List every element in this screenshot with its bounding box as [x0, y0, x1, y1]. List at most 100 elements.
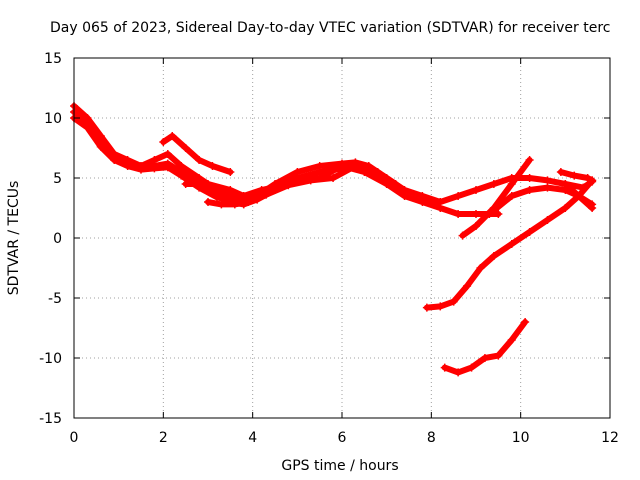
data-point	[436, 302, 445, 311]
y-axis-label: SDTVAR / TECUs	[6, 181, 22, 296]
data-point	[463, 282, 472, 290]
data-point	[418, 198, 427, 206]
data-point	[556, 168, 565, 176]
chart-title: Day 065 of 2023, Sidereal Day-to-day VTE…	[50, 20, 610, 36]
data-point	[525, 174, 534, 182]
data-point	[239, 192, 248, 200]
data-point	[137, 165, 145, 174]
y-tick-label: 15	[44, 51, 62, 67]
data-point	[440, 363, 449, 372]
data-point	[561, 180, 570, 188]
data-point	[226, 168, 235, 176]
y-tick-label: 10	[44, 111, 62, 127]
data-point	[472, 210, 480, 218]
data-point	[244, 198, 253, 206]
x-tick-label: 4	[248, 430, 257, 446]
data-point	[454, 368, 463, 377]
data-point	[195, 156, 204, 164]
data-point	[212, 193, 221, 202]
data-point	[480, 354, 489, 362]
data-point	[507, 180, 516, 188]
data-point	[400, 192, 409, 200]
data-point	[168, 132, 177, 140]
data-point	[561, 204, 570, 212]
y-tick-label: -15	[39, 411, 62, 427]
series-line	[459, 157, 533, 239]
data-point	[382, 180, 391, 188]
data-point	[204, 180, 212, 188]
data-point	[150, 164, 159, 173]
data-point	[230, 200, 239, 209]
data-point	[543, 183, 552, 192]
y-tick-label: 5	[53, 171, 62, 187]
data-point	[494, 210, 503, 218]
x-tick-label: 2	[159, 430, 168, 446]
data-point	[422, 303, 431, 312]
grid-layer	[74, 58, 610, 418]
data-point	[476, 264, 485, 272]
data-point	[507, 192, 516, 200]
series-layer	[70, 102, 597, 377]
series-line	[423, 177, 596, 311]
series-line	[182, 163, 390, 199]
data-point	[472, 186, 480, 194]
series-line	[441, 319, 529, 376]
data-point	[83, 123, 92, 132]
data-point	[159, 138, 168, 146]
data-point	[467, 363, 476, 372]
series-line	[205, 199, 252, 208]
data-point	[494, 351, 503, 360]
data-point	[525, 186, 534, 194]
data-point	[262, 190, 271, 199]
data-point	[489, 252, 498, 260]
data-point	[163, 163, 172, 172]
data-point	[360, 168, 369, 176]
data-point	[373, 168, 382, 176]
data-point	[458, 231, 467, 240]
data-point	[181, 144, 190, 152]
data-point	[588, 176, 597, 185]
series-line	[160, 133, 234, 175]
data-point	[163, 150, 172, 158]
data-point	[329, 174, 338, 182]
data-point	[543, 176, 552, 185]
data-point	[177, 171, 186, 180]
y-tick-label: 0	[53, 231, 62, 247]
data-point	[449, 297, 458, 306]
data-point	[521, 318, 530, 326]
data-point	[588, 204, 597, 212]
x-tick-label: 8	[427, 430, 436, 446]
series-line	[71, 103, 596, 205]
y-tick-label: -5	[48, 291, 62, 307]
data-point	[217, 200, 226, 209]
data-point	[123, 162, 132, 170]
data-point	[454, 192, 463, 200]
x-tick-label: 0	[70, 430, 79, 446]
x-axis-label: GPS time / hours	[281, 458, 398, 474]
data-point	[96, 142, 105, 151]
data-point	[485, 210, 494, 218]
data-point	[204, 198, 212, 206]
data-point	[315, 174, 324, 182]
y-tick-label: -10	[39, 351, 62, 367]
x-tick-label: 10	[512, 430, 530, 446]
data-point	[208, 162, 217, 170]
data-point	[507, 240, 516, 248]
data-point	[181, 180, 190, 188]
data-point	[525, 156, 534, 164]
data-point	[436, 204, 445, 212]
x-tick-label: 6	[338, 430, 347, 446]
data-point	[507, 336, 516, 344]
data-point	[284, 180, 293, 188]
data-point	[570, 171, 579, 180]
data-point	[226, 186, 235, 194]
x-tick-label: 12	[601, 430, 619, 446]
data-point	[257, 186, 266, 194]
tick-layer: 0 2 4 6 8 10 12 15 10 5 0 -5 -10 -15	[39, 51, 619, 446]
data-point	[543, 216, 552, 224]
data-point	[338, 162, 346, 170]
data-point	[574, 192, 583, 200]
data-point	[454, 210, 463, 218]
data-point	[391, 180, 400, 188]
